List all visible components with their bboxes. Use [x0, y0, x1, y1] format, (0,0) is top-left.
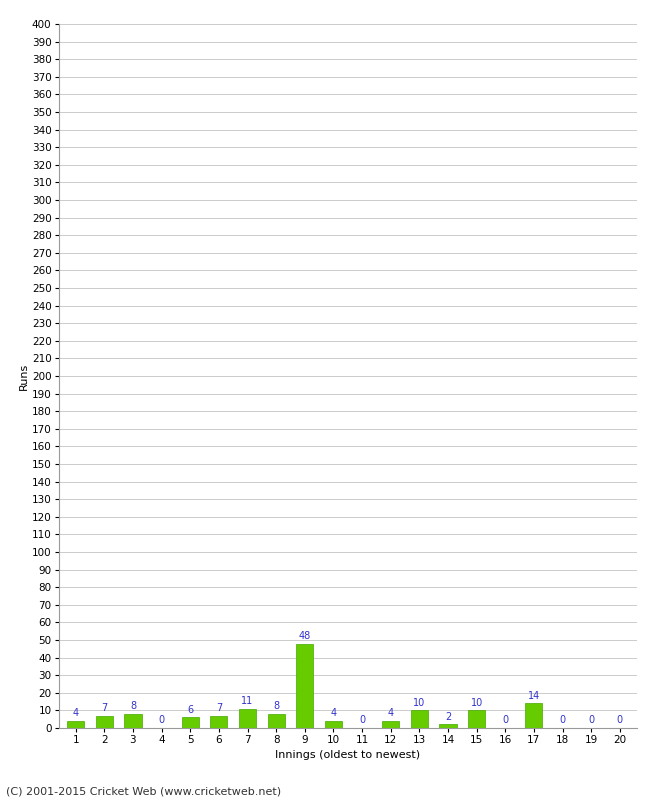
- Text: 10: 10: [471, 698, 483, 708]
- Text: 4: 4: [387, 708, 394, 718]
- Text: 4: 4: [73, 708, 79, 718]
- Text: 6: 6: [187, 705, 193, 715]
- Bar: [325, 721, 342, 728]
- Text: 8: 8: [273, 702, 280, 711]
- Text: 0: 0: [502, 715, 508, 726]
- Y-axis label: Runs: Runs: [19, 362, 29, 390]
- Bar: [468, 710, 485, 728]
- Text: 11: 11: [241, 696, 254, 706]
- Bar: [181, 718, 199, 728]
- Text: 0: 0: [617, 715, 623, 726]
- Text: 0: 0: [560, 715, 566, 726]
- Text: 14: 14: [528, 690, 540, 701]
- Bar: [525, 703, 543, 728]
- Bar: [96, 716, 113, 728]
- Bar: [239, 709, 256, 728]
- Text: 48: 48: [298, 631, 311, 641]
- Text: 7: 7: [101, 703, 107, 713]
- Bar: [382, 721, 399, 728]
- Text: 2: 2: [445, 712, 451, 722]
- Bar: [124, 714, 142, 728]
- Text: 0: 0: [159, 715, 164, 726]
- Text: 4: 4: [330, 708, 337, 718]
- Text: 7: 7: [216, 703, 222, 713]
- Bar: [211, 716, 227, 728]
- Bar: [268, 714, 285, 728]
- Text: 0: 0: [359, 715, 365, 726]
- Bar: [296, 643, 313, 728]
- Bar: [439, 725, 456, 728]
- Text: (C) 2001-2015 Cricket Web (www.cricketweb.net): (C) 2001-2015 Cricket Web (www.cricketwe…: [6, 786, 281, 796]
- Bar: [67, 721, 85, 728]
- Text: 8: 8: [130, 702, 136, 711]
- Text: 0: 0: [588, 715, 594, 726]
- Bar: [411, 710, 428, 728]
- X-axis label: Innings (oldest to newest): Innings (oldest to newest): [275, 750, 421, 761]
- Text: 10: 10: [413, 698, 426, 708]
